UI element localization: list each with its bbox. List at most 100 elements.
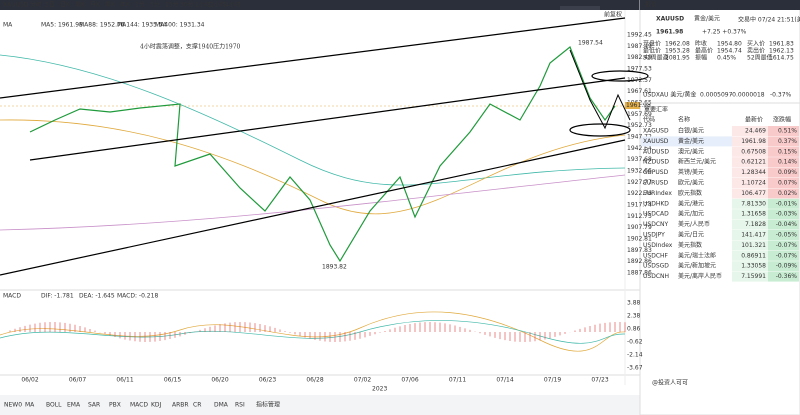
indicator-button[interactable]: PBX	[109, 402, 121, 409]
change-cell	[768, 261, 799, 272]
toolbar-button[interactable]	[560, 6, 600, 10]
macd-legend: DEA: -1.645	[79, 293, 115, 300]
indicator-button[interactable]: CR	[193, 402, 201, 409]
row-code[interactable]: USDCNH	[643, 273, 669, 280]
indicator-button[interactable]: MACD	[130, 402, 148, 409]
price-axis-label: 1987.49	[627, 43, 652, 50]
row-change: -0.09%	[776, 263, 798, 270]
row-code[interactable]: USDCAD	[643, 211, 669, 218]
indicator-button[interactable]: KDJ	[151, 402, 162, 409]
timeframe-tab[interactable]: 日K	[60, 2, 71, 9]
watchlist-header: 名称	[678, 116, 690, 124]
timeframe-tab[interactable]: 分时	[30, 1, 42, 9]
stat-value: 2081.95	[665, 55, 690, 62]
row-code[interactable]: USDSGD	[643, 263, 669, 270]
price-cell	[732, 250, 768, 261]
timeframe-tab[interactable]: 月K	[90, 2, 101, 9]
timeframe-tab[interactable]: 2小时	[210, 1, 226, 9]
toolbar-button[interactable]: 前复权	[604, 11, 622, 19]
timeframe-tab[interactable]: 4小时	[225, 1, 241, 9]
inverse-quote: 0.0005097	[700, 92, 733, 99]
timeframe-tab[interactable]: 年K	[120, 1, 131, 9]
row-change: 0.09%	[778, 169, 797, 176]
row-price: 24.469	[745, 128, 766, 135]
indicator-button[interactable]: MA	[25, 402, 35, 409]
row-name: 黄金/美元	[678, 137, 704, 145]
macd-legend: DIF: -1.781	[41, 293, 74, 300]
change-cell	[768, 209, 799, 220]
price-axis-label: 1937.68	[627, 156, 652, 163]
quote-code: XAUUSD	[656, 16, 684, 23]
price-axis-label: 1887.86	[627, 269, 652, 276]
timeframe-tab[interactable]: 15分	[165, 1, 179, 9]
row-code[interactable]: USDHKD	[643, 200, 669, 207]
indicator-button[interactable]: RSI	[235, 402, 245, 409]
quote-name: 黄金/美元	[694, 15, 720, 23]
timeframe-tab[interactable]: 1分	[135, 1, 145, 9]
row-change: -0.07%	[776, 242, 798, 249]
ma-line	[0, 119, 626, 215]
price-axis-label: 1897.83	[627, 247, 652, 254]
change-cell	[768, 219, 799, 230]
projection-arrow	[569, 49, 631, 130]
row-price: 141.417	[741, 232, 766, 239]
change-cell	[768, 198, 799, 209]
row-code[interactable]: USDCHF	[643, 252, 669, 259]
row-change: -0.07%	[776, 252, 798, 259]
price-axis-label: 1957.69	[627, 111, 652, 118]
indicator-button[interactable]: DMA	[214, 402, 229, 409]
x-axis-label: 06/15	[164, 377, 181, 384]
row-code[interactable]: AUDUSD	[643, 148, 669, 155]
stat-label: 振幅	[695, 54, 707, 62]
indicator-legend: MA88: 1952.76	[79, 22, 125, 29]
indicator-button[interactable]: BOLL	[46, 402, 62, 409]
row-code[interactable]: NZDUSD	[643, 159, 669, 166]
timeframe-tab[interactable]: 5日	[45, 2, 55, 9]
price-cell	[732, 198, 768, 209]
indicator-button[interactable]: ARBR	[172, 402, 189, 409]
circle-mark	[591, 70, 649, 82]
row-name: 美元/日元	[678, 231, 704, 239]
macd-line	[0, 319, 626, 344]
indicator-button[interactable]: 指标管理	[256, 401, 280, 409]
price-cell	[732, 209, 768, 220]
indicator-button[interactable]: EMA	[67, 402, 81, 409]
macd-axis-label: -2.14	[627, 352, 643, 359]
x-axis-label: 06/11	[116, 377, 133, 384]
indicator-legend: MA5: 1961.98	[41, 22, 83, 29]
row-name: 欧元指数	[678, 189, 702, 197]
circle-mark	[569, 123, 631, 137]
row-change: -0.05%	[776, 232, 798, 239]
row-code[interactable]: XAUUSD	[643, 138, 669, 145]
selected-row	[641, 136, 732, 147]
timeframe-tab[interactable]: 5分	[150, 1, 160, 9]
row-change: 0.51%	[778, 128, 797, 135]
row-code[interactable]: USDIndex	[643, 242, 673, 249]
row-code[interactable]: EURUSD	[643, 180, 669, 187]
price-cell	[732, 167, 768, 178]
x-axis-label: 06/02	[21, 377, 38, 384]
timeframe-tab[interactable]: 30分	[180, 1, 194, 9]
row-code[interactable]: USDJPY	[643, 232, 665, 239]
indicator-legend: MA144: 1935.54	[117, 22, 167, 29]
stat-label: 昨收	[695, 40, 707, 48]
watchlist-header: 最新价	[745, 116, 763, 124]
trend-line	[29, 77, 626, 161]
row-code[interactable]: USDCNY	[643, 221, 668, 228]
row-code[interactable]: XAGUSD	[643, 128, 669, 135]
row-code[interactable]: EURIndex	[643, 190, 672, 197]
timeframe-tab[interactable]: 1小时	[195, 1, 211, 9]
row-price: 7.81330	[741, 200, 766, 207]
symbol: XAUUSD	[3, 2, 29, 9]
indicator-button[interactable]: SAR	[88, 402, 100, 409]
stat-label: 52周最高	[643, 54, 669, 62]
trend-line	[0, 17, 626, 99]
indicator-button[interactable]: NEW0	[4, 402, 22, 409]
row-name: 美元/离岸人民币	[678, 272, 722, 280]
timeframe-tab[interactable]: 季K	[105, 1, 116, 9]
macd-legend: MACD: -0.218	[117, 293, 158, 300]
timeframe-tab[interactable]: 周K	[75, 2, 86, 9]
row-change: 0.07%	[778, 180, 797, 187]
row-code[interactable]: GBPUSD	[643, 169, 669, 176]
price-cell	[732, 271, 768, 282]
